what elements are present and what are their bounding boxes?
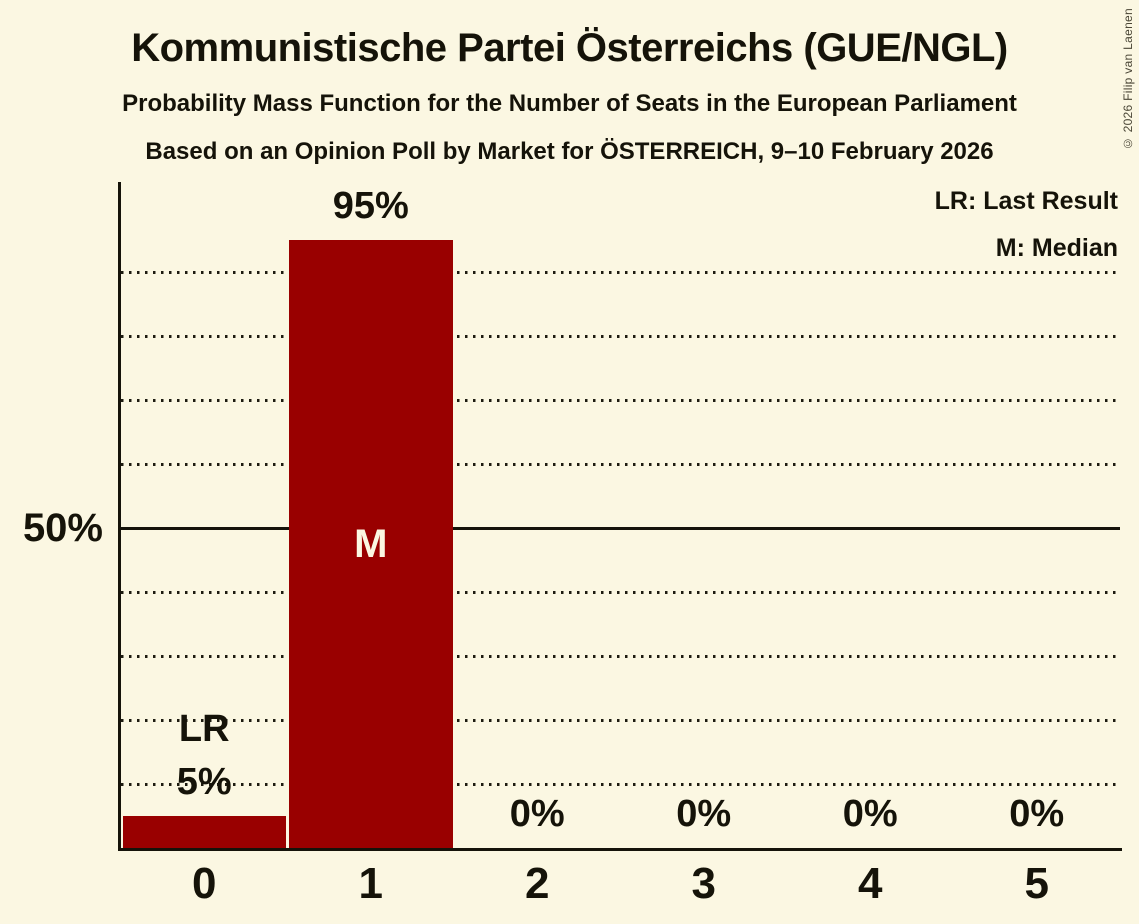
bar-value-label-1: 95% [332,185,409,227]
x-axis-line [118,848,1122,851]
x-tick-label-2: 2 [525,859,550,908]
x-tick-label-4: 4 [858,859,883,908]
bar-value-label-0: 5% [176,761,232,803]
chart-title: Kommunistische Partei Österreichs (GUE/N… [131,26,1008,70]
chart-source-subtitle: Based on an Opinion Poll by Market for Ö… [145,138,994,165]
median-label: M [354,522,388,566]
x-tick-label-1: 1 [358,859,383,908]
gridline-60pct [121,462,1120,466]
y-axis-tick-label: 50% [22,506,103,550]
x-tick-label-3: 3 [691,859,716,908]
last-result-label: LR [178,708,230,750]
chart-subtitle: Probability Mass Function for the Number… [122,90,1017,117]
gridline-30pct [121,654,1120,658]
x-tick-label-5: 5 [1024,859,1049,908]
gridline-40pct [121,590,1120,594]
gridline-70pct [121,398,1120,402]
copyright-notice: © 2026 Filip van Laenen [1121,8,1135,151]
gridline-10pct [121,782,1120,786]
gridline-20pct [121,718,1120,722]
plot-area: 5% LR 95% M 0% 0% 0% 0% [121,182,1120,848]
bar-seats-1 [289,240,453,848]
bar-value-label-5: 0% [1009,793,1065,835]
x-axis-labels: 0 1 2 3 4 5 [121,854,1120,914]
legend-median: M: Median [995,234,1118,262]
legend-last-result: LR: Last Result [934,187,1118,215]
gridline-90pct [121,270,1120,274]
gridline-80pct [121,334,1120,338]
bar-seats-0 [122,816,286,848]
x-tick-label-0: 0 [192,859,217,908]
gridline-50pct-solid [121,526,1120,530]
chart-legend: LR: Last Result M: Median [935,178,1118,272]
bar-value-label-4: 0% [842,793,898,835]
bar-value-label-2: 0% [509,793,565,835]
bar-value-label-3: 0% [676,793,732,835]
y-axis-line [118,182,121,851]
